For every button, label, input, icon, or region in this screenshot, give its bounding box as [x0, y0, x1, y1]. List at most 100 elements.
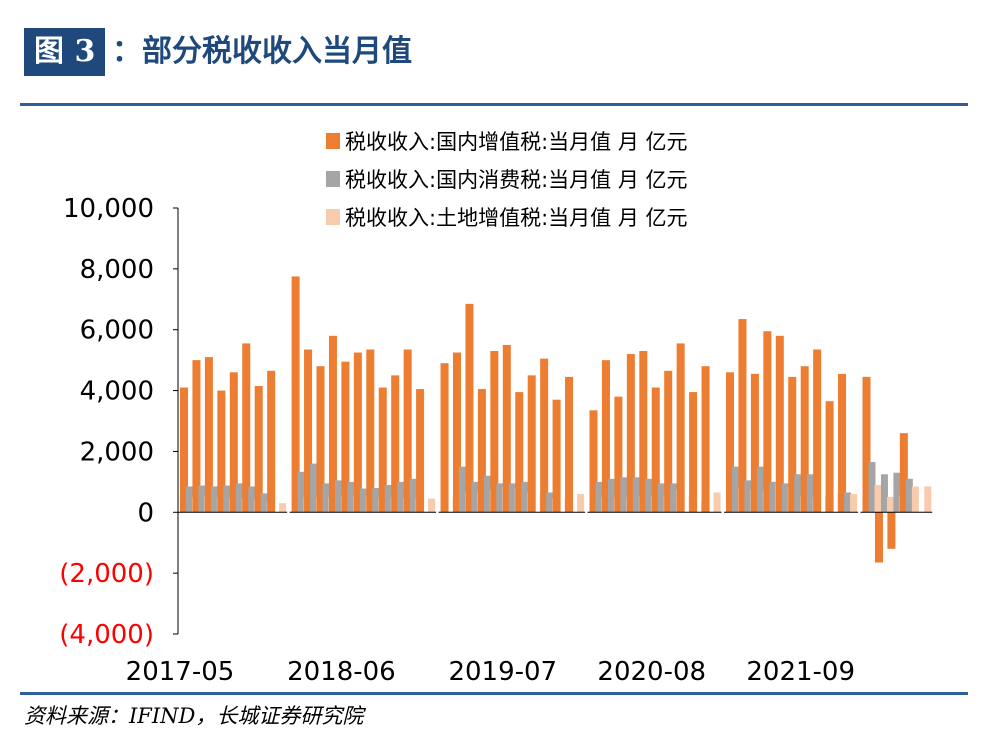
consumption-tax-bar — [769, 481, 777, 513]
y-tick-label: 0 — [137, 498, 154, 528]
consumption-tax-bar — [496, 483, 504, 513]
vat-bar — [738, 319, 747, 513]
legend-swatch-land-tax — [326, 209, 340, 225]
x-tick-label: 2021-09 — [746, 657, 855, 687]
y-tick-label: 2,000 — [80, 437, 154, 467]
consumption-tax-bar — [223, 485, 231, 513]
legend-item-consumption-tax: 税收收入:国内消费税:当月值 月 亿元 — [326, 160, 746, 198]
consumption-tax-bar — [645, 478, 653, 513]
vat-bar — [862, 376, 871, 513]
source-note: 资料来源：IFIND，长城证券研究院 — [24, 704, 364, 728]
land-tax-bar — [874, 484, 882, 513]
vat-bar — [800, 366, 809, 513]
consumption-tax-bar — [781, 483, 789, 513]
vat-bar — [204, 357, 213, 513]
vat-bar — [267, 370, 276, 513]
x-tick-label: 2017-05 — [126, 657, 235, 687]
consumption-tax-bar — [186, 486, 193, 513]
consumption-tax-bar — [880, 474, 888, 513]
consumption-tax-bar — [198, 485, 206, 513]
legend-swatch-vat — [326, 133, 340, 149]
legend-swatch-consumption-tax — [326, 171, 340, 187]
consumption-tax-bar — [521, 481, 529, 513]
vat-bar — [701, 366, 710, 513]
y-axis: 10,000 8,000 6,000 4,000 2,000 0 (2,000) (4,000… — [59, 194, 179, 650]
legend-item-land-tax: 税收收入:土地增值税:当月值 月 亿元 — [326, 198, 746, 236]
x-tick-label: 2020-08 — [597, 657, 706, 687]
consumption-tax-bar — [607, 478, 615, 513]
y-tick-label: (2,000) — [59, 559, 154, 589]
consumption-tax-bar — [359, 488, 367, 513]
consumption-tax-bar — [471, 481, 479, 513]
y-tick-label: (4,000) — [59, 620, 154, 650]
x-tick-label: 2019-07 — [448, 657, 557, 687]
vat-bar — [899, 433, 908, 513]
land-tax-bar — [924, 486, 932, 513]
vat-bar — [589, 410, 598, 513]
consumption-tax-bar — [657, 483, 665, 513]
consumption-tax-bar — [595, 481, 603, 513]
vat-bar — [651, 387, 660, 513]
vat-bar — [440, 363, 449, 513]
vat-bar — [229, 372, 238, 513]
vat-bar — [763, 331, 772, 513]
legend-label-vat: 税收收入:国内增值税:当月值 月 亿元 — [345, 130, 688, 154]
consumption-tax-bar — [334, 480, 342, 513]
consumption-tax-bar — [459, 466, 466, 513]
vat-bar — [540, 358, 549, 513]
title-text: 部分税收收入当月值 — [142, 34, 412, 69]
vat-bar — [242, 343, 251, 513]
consumption-tax-bar — [260, 493, 268, 513]
consumption-tax-bar — [744, 480, 752, 513]
consumption-tax-bar — [868, 462, 876, 513]
vat-bar — [788, 376, 797, 513]
consumption-tax-bar — [806, 474, 814, 513]
vat-bar — [626, 354, 635, 513]
vat-bar — [887, 512, 896, 549]
consumption-tax-bar — [384, 484, 392, 513]
vat-bar — [664, 370, 673, 513]
land-tax-bar — [577, 494, 585, 513]
vat-bar — [601, 360, 610, 513]
vat-bar — [639, 351, 648, 513]
y-tick-label: 10,000 — [63, 194, 154, 224]
legend: 税收收入:国内增值税:当月值 月 亿元 税收收入:国内消费税:当月值 月 亿元 … — [326, 122, 746, 236]
vat-bar — [502, 344, 511, 513]
consumption-tax-bar — [347, 481, 355, 513]
vat-bar — [254, 386, 263, 513]
vat-bar — [874, 512, 883, 563]
land-tax-bar — [713, 492, 721, 513]
footer-rule — [20, 692, 968, 695]
vat-bar — [490, 351, 499, 513]
land-tax-bar — [911, 486, 919, 513]
vat-bar — [316, 366, 325, 513]
vat-bar — [477, 389, 486, 513]
consumption-tax-bar — [844, 492, 852, 513]
figure-tag: 图 3 — [24, 28, 106, 76]
vat-bar — [565, 376, 574, 513]
consumption-tax-bar — [794, 474, 802, 513]
consumption-tax-bar — [620, 477, 628, 513]
land-tax-bar — [886, 497, 894, 513]
vat-bar — [825, 401, 834, 513]
vat-bar — [291, 276, 300, 513]
consumption-tax-bar — [297, 471, 305, 513]
legend-item-vat: 税收收入:国内增值税:当月值 月 亿元 — [326, 122, 746, 160]
vat-bar — [813, 349, 822, 513]
vat-bar — [453, 352, 461, 513]
consumption-tax-bar — [483, 475, 491, 513]
y-tick-label: 4,000 — [80, 377, 154, 407]
consumption-tax-bar — [905, 478, 913, 513]
vat-bar — [515, 392, 524, 513]
legend-label-consumption-tax: 税收收入:国内消费税:当月值 月 亿元 — [345, 168, 688, 192]
vat-bar — [676, 343, 685, 513]
vat-bar — [614, 396, 623, 513]
consumption-tax-bar — [372, 487, 380, 513]
consumption-tax-bar — [235, 483, 243, 513]
vat-bar — [341, 361, 350, 513]
vat-bar — [391, 375, 400, 513]
consumption-tax-bar — [670, 483, 678, 513]
x-tick-label: 2018-06 — [287, 657, 396, 687]
vat-bar — [416, 389, 425, 513]
